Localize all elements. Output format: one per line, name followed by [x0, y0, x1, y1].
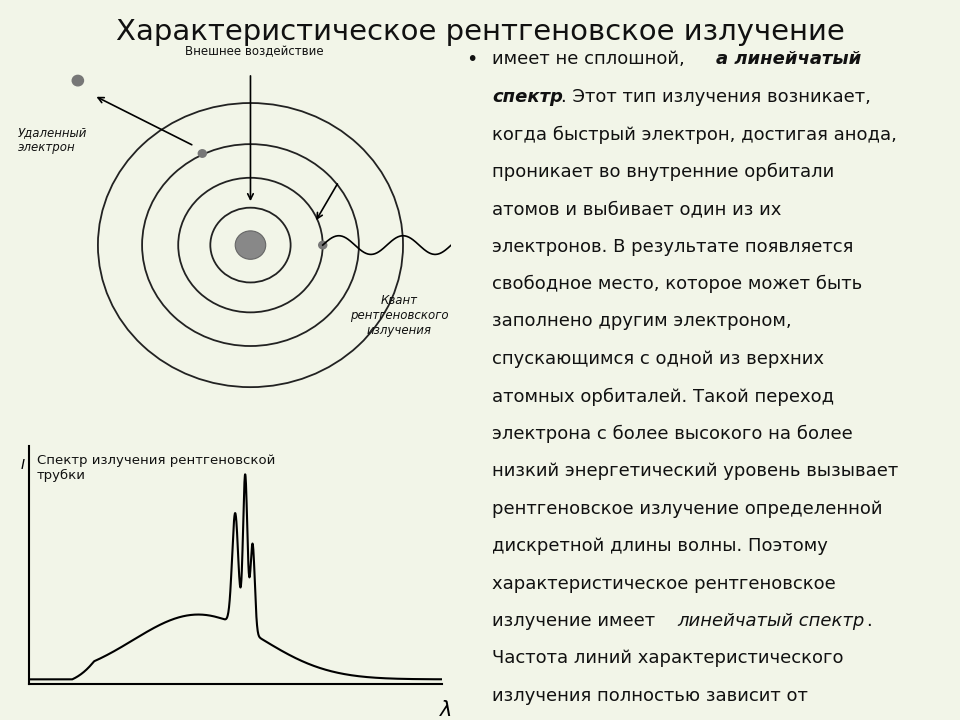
Text: Частота линий характеристического: Частота линий характеристического — [492, 649, 844, 667]
Text: атомных орбиталей. Такой переход: атомных орбиталей. Такой переход — [492, 387, 834, 405]
Text: заполнено другим электроном,: заполнено другим электроном, — [492, 312, 792, 330]
Circle shape — [235, 231, 266, 259]
Text: .: . — [866, 612, 872, 630]
Text: I: I — [20, 458, 24, 472]
Text: λ: λ — [440, 701, 452, 720]
Text: электронов. В результате появляется: электронов. В результате появляется — [492, 238, 853, 256]
Text: . Этот тип излучения возникает,: . Этот тип излучения возникает, — [561, 88, 871, 106]
Text: характеристическое рентгеновское: характеристическое рентгеновское — [492, 575, 835, 593]
Text: проникает во внутренние орбитали: проникает во внутренние орбитали — [492, 163, 834, 181]
Text: атомов и выбивает один из их: атомов и выбивает один из их — [492, 200, 781, 218]
Text: Характеристическое рентгеновское излучение: Характеристическое рентгеновское излучен… — [115, 18, 845, 46]
Text: излучения полностью зависит от: излучения полностью зависит от — [492, 687, 807, 705]
Text: спускающимся с одной из верхних: спускающимся с одной из верхних — [492, 350, 824, 368]
Text: когда быстрый электрон, достигая анода,: когда быстрый электрон, достигая анода, — [492, 125, 897, 143]
Text: рентгеновское излучение определенной: рентгеновское излучение определенной — [492, 500, 882, 518]
Text: свободное место, которое может быть: свободное место, которое может быть — [492, 275, 862, 293]
Text: электрона с более высокого на более: электрона с более высокого на более — [492, 425, 852, 443]
Text: дискретной длины волны. Поэтому: дискретной длины волны. Поэтому — [492, 537, 828, 555]
Text: Внешнее воздействие: Внешнее воздействие — [185, 45, 324, 58]
Text: •: • — [467, 50, 478, 69]
Text: имеет не сплошной,: имеет не сплошной, — [492, 50, 690, 68]
Circle shape — [72, 76, 84, 86]
Text: спектр: спектр — [492, 88, 563, 106]
Text: линейчатый спектр: линейчатый спектр — [678, 612, 865, 630]
Text: излучение имеет: излучение имеет — [492, 612, 660, 630]
Circle shape — [319, 241, 326, 249]
Text: Спектр излучения рентгеновской
трубки: Спектр излучения рентгеновской трубки — [37, 454, 276, 482]
Circle shape — [199, 150, 206, 157]
Text: Квант
рентгеновского
излучения: Квант рентгеновского излучения — [349, 294, 448, 337]
Text: низкий энергетический уровень вызывает: низкий энергетический уровень вызывает — [492, 462, 899, 480]
Text: Удаленный
электрон: Удаленный электрон — [17, 127, 87, 154]
Text: а линейчатый: а линейчатый — [716, 50, 861, 68]
